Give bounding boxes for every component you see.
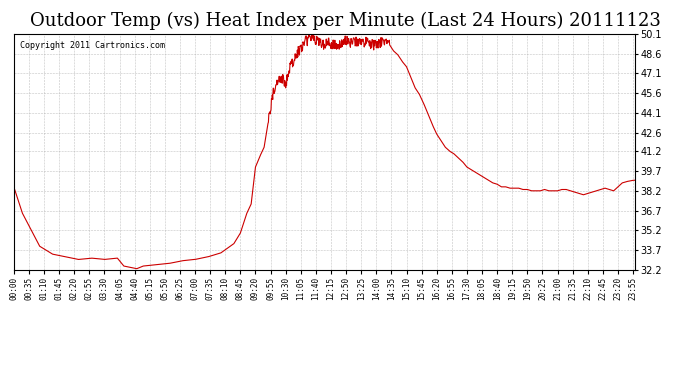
Text: Copyright 2011 Cartronics.com: Copyright 2011 Cartronics.com: [20, 41, 165, 50]
Text: Outdoor Temp (vs) Heat Index per Minute (Last 24 Hours) 20111123: Outdoor Temp (vs) Heat Index per Minute …: [30, 11, 660, 30]
